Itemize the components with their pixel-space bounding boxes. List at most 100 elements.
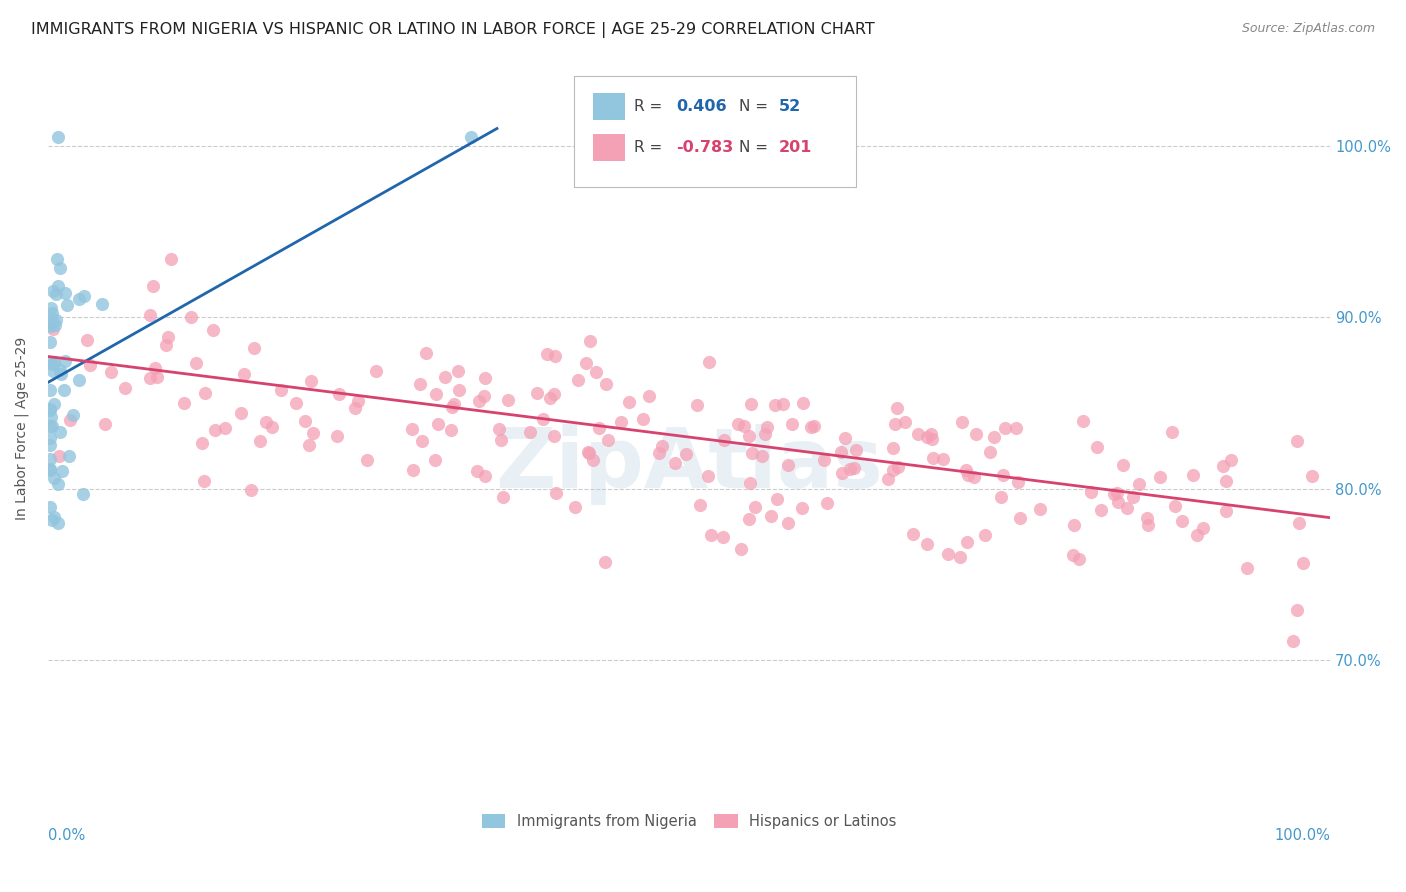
- Point: [1062, 549, 1084, 563]
- Point: [738, 476, 761, 491]
- Point: [46, 130, 69, 145]
- Point: [766, 491, 789, 506]
- Point: [675, 447, 697, 461]
- Point: [834, 431, 856, 445]
- Point: [1164, 499, 1187, 513]
- Point: [983, 430, 1005, 444]
- Point: [686, 398, 709, 412]
- Point: [415, 346, 437, 360]
- Point: [94, 417, 117, 432]
- Point: [44, 510, 66, 524]
- Point: [44, 318, 66, 332]
- Point: [883, 417, 905, 431]
- Point: [903, 526, 925, 541]
- Point: [62, 408, 84, 422]
- Point: [1236, 561, 1258, 575]
- Point: [936, 547, 959, 561]
- Point: [39, 437, 62, 451]
- Point: [800, 420, 823, 434]
- Point: [143, 360, 166, 375]
- Point: [232, 368, 254, 382]
- Point: [347, 393, 370, 408]
- Point: [1128, 477, 1150, 491]
- Point: [49, 425, 72, 439]
- Point: [114, 381, 136, 395]
- Point: [402, 463, 425, 477]
- Point: [920, 427, 942, 442]
- Point: [744, 500, 766, 515]
- Point: [664, 457, 686, 471]
- FancyBboxPatch shape: [593, 93, 626, 120]
- Point: [754, 427, 776, 442]
- Point: [59, 413, 82, 427]
- Point: [915, 429, 938, 443]
- Point: [727, 417, 749, 432]
- Point: [49, 367, 72, 381]
- Text: R =: R =: [634, 99, 668, 114]
- Point: [991, 468, 1014, 483]
- Point: [53, 286, 76, 301]
- Point: [155, 338, 177, 352]
- Point: [1285, 434, 1308, 449]
- Point: [751, 449, 773, 463]
- Point: [440, 400, 463, 414]
- Point: [38, 334, 60, 349]
- Point: [700, 528, 723, 542]
- Point: [443, 397, 465, 411]
- Point: [956, 534, 979, 549]
- Text: ZipAtlas: ZipAtlas: [495, 424, 883, 505]
- Point: [409, 377, 432, 392]
- Point: [915, 537, 938, 551]
- Point: [1008, 510, 1031, 524]
- Point: [543, 387, 565, 401]
- Point: [39, 401, 62, 416]
- Point: [1071, 414, 1094, 428]
- Point: [51, 464, 73, 478]
- Point: [536, 347, 558, 361]
- Point: [427, 417, 450, 432]
- Point: [538, 392, 561, 406]
- Text: 0.0%: 0.0%: [48, 828, 86, 843]
- Point: [651, 439, 673, 453]
- Point: [45, 313, 67, 327]
- Point: [737, 429, 759, 443]
- Point: [474, 468, 496, 483]
- Point: [343, 401, 366, 415]
- Point: [496, 392, 519, 407]
- Point: [740, 396, 762, 410]
- Point: [1007, 475, 1029, 489]
- Point: [240, 483, 263, 497]
- Point: [790, 500, 813, 515]
- Point: [1115, 500, 1137, 515]
- Point: [1220, 453, 1243, 467]
- Point: [260, 420, 283, 434]
- Point: [772, 397, 794, 411]
- FancyBboxPatch shape: [593, 134, 626, 161]
- Point: [440, 423, 463, 437]
- Point: [42, 397, 65, 411]
- Point: [689, 498, 711, 512]
- Point: [610, 415, 633, 429]
- Point: [1187, 527, 1209, 541]
- Point: [39, 319, 62, 334]
- Point: [815, 496, 838, 510]
- Point: [468, 393, 491, 408]
- Point: [38, 402, 60, 417]
- Point: [411, 434, 433, 449]
- Text: 52: 52: [779, 99, 801, 114]
- Point: [619, 395, 641, 409]
- Point: [526, 385, 548, 400]
- Point: [782, 417, 804, 431]
- Point: [231, 407, 253, 421]
- Point: [39, 301, 62, 315]
- Point: [242, 341, 264, 355]
- Point: [755, 420, 778, 434]
- Point: [907, 426, 929, 441]
- Point: [582, 453, 605, 467]
- Y-axis label: In Labor Force | Age 25-29: In Labor Force | Age 25-29: [15, 337, 30, 520]
- Point: [519, 425, 541, 439]
- Point: [38, 461, 60, 475]
- Point: [191, 435, 214, 450]
- Point: [42, 284, 65, 298]
- Point: [76, 333, 98, 347]
